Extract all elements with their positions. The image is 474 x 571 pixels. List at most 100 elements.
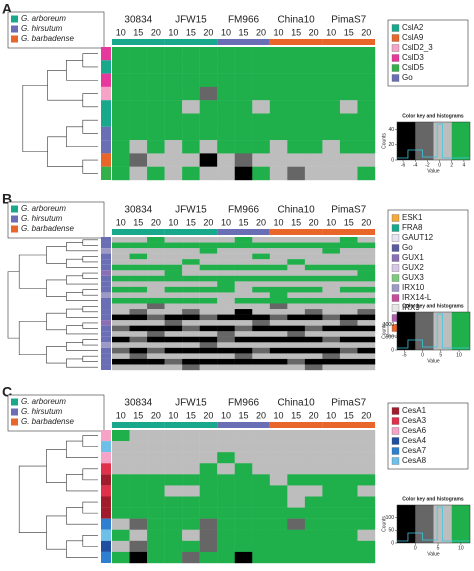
panel-label: B xyxy=(2,191,12,207)
row-group-bar xyxy=(101,309,111,315)
row-group-bar xyxy=(101,331,111,337)
dendrogram xyxy=(82,119,98,134)
heat-cell xyxy=(287,507,306,519)
heat-cell xyxy=(287,309,306,315)
heat-cell xyxy=(357,259,376,265)
row-group-bar xyxy=(101,474,111,486)
heat-cell xyxy=(217,320,235,326)
heat-cell xyxy=(164,242,183,249)
heat-cell xyxy=(252,113,270,127)
heat-cell xyxy=(339,286,358,293)
heat-cell xyxy=(182,551,200,564)
gene-name: CesA8 xyxy=(402,456,427,465)
heat-cell xyxy=(357,297,376,304)
heat-cell xyxy=(147,166,165,181)
key-swatch xyxy=(415,312,434,350)
heat-cell xyxy=(147,342,165,349)
sub-label: 20 xyxy=(256,27,266,37)
heat-cell xyxy=(199,463,218,475)
heat-cell xyxy=(182,430,200,442)
heat-cell xyxy=(252,507,270,519)
group-bar xyxy=(112,39,165,45)
dendrogram xyxy=(82,159,98,174)
heat-cell xyxy=(322,485,341,497)
heat-cell xyxy=(357,292,376,299)
heat-cell xyxy=(129,364,148,371)
heat-cell xyxy=(339,275,358,282)
sub-label: 10 xyxy=(326,27,336,37)
group-bar xyxy=(112,422,165,428)
gene-swatch xyxy=(391,284,400,292)
heat-cell xyxy=(199,518,218,530)
heat-cell xyxy=(129,540,148,553)
key-frame xyxy=(396,311,471,351)
heat-cell xyxy=(182,126,200,141)
heat-cell xyxy=(147,140,165,154)
heat-cell xyxy=(304,347,323,354)
heat-cell xyxy=(164,364,183,371)
heat-cell xyxy=(199,253,218,260)
heat-cell xyxy=(129,281,148,288)
heat-cell xyxy=(112,153,130,167)
heat-cell xyxy=(199,292,218,299)
heat-cell xyxy=(269,540,288,553)
heat-cell xyxy=(199,551,218,564)
heat-cell xyxy=(147,320,165,326)
heat-cell xyxy=(269,264,288,271)
heat-cell xyxy=(322,430,341,442)
heat-cell xyxy=(147,286,165,293)
heat-cell xyxy=(304,336,323,343)
gene-swatch xyxy=(391,254,400,262)
heat-cell xyxy=(234,364,253,371)
heat-cell xyxy=(287,474,306,486)
heat-cell xyxy=(339,153,358,167)
heat-cell xyxy=(252,314,270,321)
gene-swatch xyxy=(391,74,400,82)
heat-cell xyxy=(339,86,358,101)
heat-cell xyxy=(129,286,148,293)
heat-cell xyxy=(357,153,376,167)
heat-cell xyxy=(322,126,341,141)
heat-cell xyxy=(269,248,288,254)
gene-swatch xyxy=(391,294,400,302)
heat-cell xyxy=(287,286,306,293)
heat-cell xyxy=(304,452,323,464)
heat-cell xyxy=(147,325,165,332)
heat-cell xyxy=(269,270,288,276)
heat-cell xyxy=(182,518,200,530)
heat-cell xyxy=(269,529,288,542)
heat-cell xyxy=(164,113,183,127)
heat-cell xyxy=(252,166,270,181)
heat-cell xyxy=(234,60,253,74)
heat-cell xyxy=(287,60,306,74)
heat-cell xyxy=(339,264,358,271)
heat-cell xyxy=(217,331,235,337)
gene-swatch xyxy=(391,417,400,425)
heat-cell xyxy=(339,474,358,486)
heat-cell xyxy=(164,126,183,141)
sub-label: 15 xyxy=(291,217,301,227)
row-group-bar xyxy=(101,529,111,541)
gene-swatch xyxy=(391,224,400,232)
heat-cell xyxy=(147,270,165,276)
heat-cell xyxy=(217,140,235,154)
heat-cell xyxy=(339,507,358,519)
heat-cell xyxy=(182,452,200,464)
heat-cell xyxy=(129,242,148,249)
species-swatch xyxy=(11,205,18,213)
species-name: G. hirsutum xyxy=(21,407,63,416)
heat-cell xyxy=(304,342,323,349)
sub-label: 15 xyxy=(238,217,248,227)
dendrogram xyxy=(46,346,67,364)
heat-cell xyxy=(147,113,165,127)
heat-cell xyxy=(234,253,253,260)
heat-cell xyxy=(182,253,200,260)
heat-cell xyxy=(147,237,165,243)
heat-cell xyxy=(304,529,323,542)
heat-cell xyxy=(217,248,235,254)
heat-cell xyxy=(269,281,288,288)
heat-cell xyxy=(182,331,200,337)
heat-cell xyxy=(217,452,235,464)
heat-cell xyxy=(357,47,376,61)
heat-cell xyxy=(182,309,200,315)
